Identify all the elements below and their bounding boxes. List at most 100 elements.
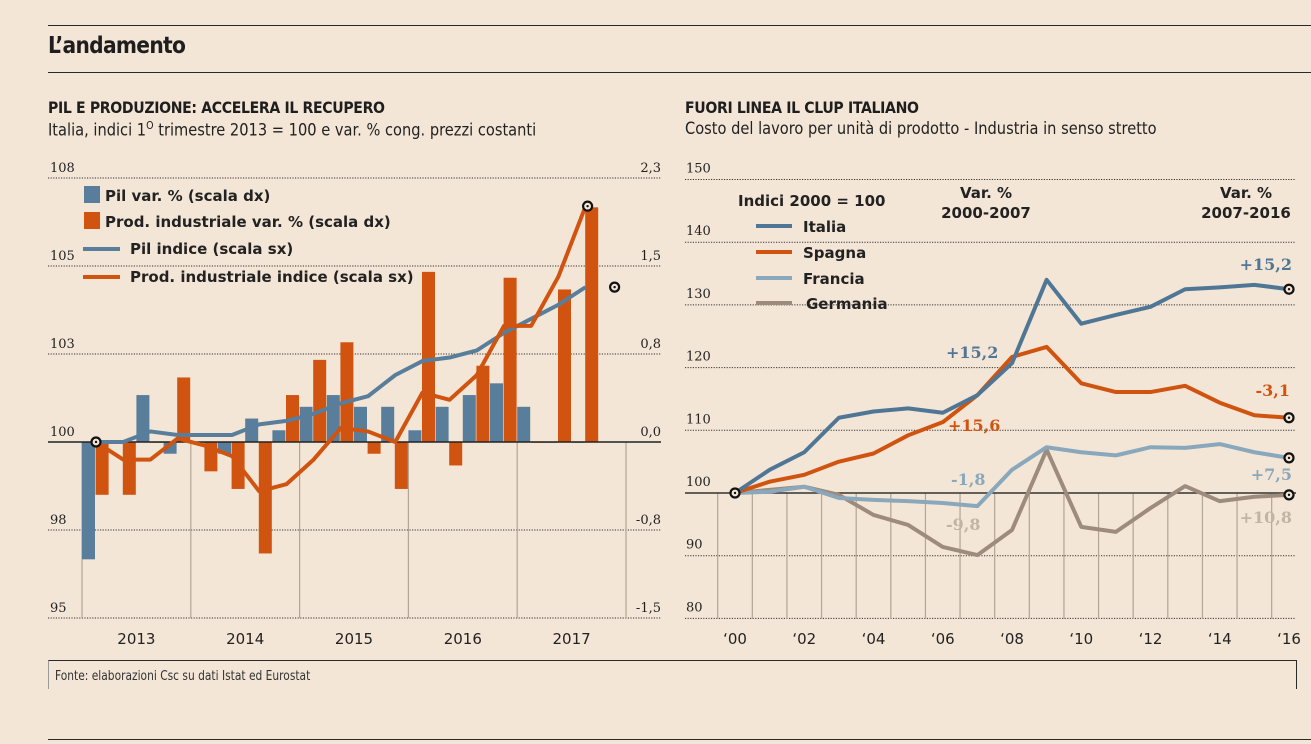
left-chart-subtitle: Italia, indici 1O trimestre 2013 = 100 e… bbox=[48, 119, 536, 141]
right-axis-tick: 2,3 bbox=[640, 161, 661, 176]
prod-var-bar bbox=[394, 442, 408, 489]
series-line-italia bbox=[733, 277, 1290, 495]
pil-var-bar bbox=[82, 442, 95, 560]
annotation-2000-2007-italia: +15,2 bbox=[946, 343, 998, 362]
header-var-2000-2007-line1: Var. % bbox=[960, 184, 1012, 202]
pil-var-bar bbox=[381, 406, 395, 442]
pil-var-bar bbox=[218, 442, 231, 454]
annotation-2007-2016-germania: +10,8 bbox=[1240, 508, 1292, 527]
end-marker-francia-dot bbox=[1287, 456, 1291, 460]
legend-label-francia: Francia bbox=[803, 270, 865, 288]
prod-var-bar bbox=[122, 442, 136, 495]
right-chart-y-tick: 90 bbox=[686, 538, 703, 553]
legend-title: Indici 2000 = 100 bbox=[738, 192, 885, 210]
right-chart-y-tick: 100 bbox=[686, 475, 711, 490]
right-axis-tick: -1,5 bbox=[636, 601, 661, 616]
pil-var-bar bbox=[299, 406, 313, 442]
annotation-2007-2016-spagna: -3,1 bbox=[1256, 381, 1290, 400]
right-x-axis-label: ‘12 bbox=[1139, 630, 1163, 648]
pil-index-line bbox=[96, 285, 587, 444]
end-marker-italia-dot bbox=[1287, 288, 1291, 291]
annotation-2000-2007-germania: -9,8 bbox=[946, 515, 980, 534]
legend-prod-index-label: Prod. industriale indice (scala sx) bbox=[130, 268, 414, 286]
left-axis-tick: 98 bbox=[50, 513, 67, 528]
page-title: L’andamento bbox=[48, 33, 186, 59]
prod-var-bar bbox=[258, 442, 272, 554]
right-axis-tick: 1,5 bbox=[640, 249, 661, 264]
right-axis-tick: -0,8 bbox=[636, 513, 661, 528]
left-start-marker-dot bbox=[94, 440, 98, 444]
prod-var-bar bbox=[449, 442, 463, 466]
pil-var-bar bbox=[517, 406, 531, 442]
prod-index-line bbox=[94, 205, 588, 494]
legend-prod-var-label: Prod. industriale var. % (scala dx) bbox=[105, 213, 391, 231]
pil-var-bar bbox=[462, 395, 476, 442]
header-var-2007-2016-line1: Var. % bbox=[1220, 184, 1272, 202]
x-axis-year-label: 2015 bbox=[335, 630, 373, 648]
right-axis-tick: 0,8 bbox=[640, 337, 661, 352]
right-x-axis-label: ‘16 bbox=[1277, 630, 1301, 648]
prod-var-bar bbox=[558, 289, 571, 442]
pil-var-bar bbox=[435, 406, 449, 442]
left-subtitle-sup: O bbox=[146, 119, 154, 132]
pil-var-bar bbox=[163, 442, 177, 454]
pil-var-bar bbox=[408, 430, 422, 442]
pil-end-marker-dot bbox=[613, 285, 616, 289]
right-chart-y-tick: 150 bbox=[686, 162, 711, 177]
prod-end-marker-dot bbox=[586, 204, 589, 208]
right-axis-tick: 0,0 bbox=[640, 425, 661, 440]
right-chart: 150 140 130 120 110 100 90 80 ‘00 ‘02 ‘04 ‘06 ‘08 ‘10… bbox=[685, 162, 1301, 648]
footer-box bbox=[48, 660, 1297, 689]
right-x-axis-label: ‘06 bbox=[931, 630, 955, 648]
x-axis-year-label: 2014 bbox=[226, 630, 264, 648]
right-chart-y-tick: 120 bbox=[686, 350, 711, 365]
annotation-2000-2007-spagna: +15,6 bbox=[948, 416, 1000, 435]
legend-label-spagna: Spagna bbox=[803, 244, 866, 262]
title-rule bbox=[48, 72, 1311, 73]
annotation-2007-2016-francia: +7,5 bbox=[1251, 465, 1292, 484]
series-line-germania bbox=[734, 447, 1290, 558]
prod-var-bar bbox=[503, 277, 517, 442]
right-x-axis-label: ‘02 bbox=[792, 630, 816, 648]
series-line-francia bbox=[734, 442, 1290, 509]
right-x-axis-label: ‘00 bbox=[723, 630, 747, 648]
header-var-2000-2007-line2: 2000-2007 bbox=[941, 204, 1031, 222]
left-subtitle-post: trimestre 2013 = 100 e var. % cong. prez… bbox=[153, 120, 537, 141]
right-chart-y-tick: 140 bbox=[686, 224, 711, 239]
top-rule bbox=[48, 25, 1311, 26]
series-line-spagna bbox=[734, 344, 1290, 495]
prod-var-bar bbox=[177, 377, 191, 442]
legend-pil-var-swatch bbox=[84, 186, 100, 203]
x-axis-year-label: 2016 bbox=[444, 630, 482, 648]
legend-prod-var-swatch bbox=[84, 212, 100, 229]
left-axis-tick: 105 bbox=[50, 249, 75, 264]
legend-pil-index-label: Pil indice (scala sx) bbox=[130, 240, 293, 258]
left-axis-tick: 103 bbox=[50, 337, 75, 352]
legend-label-germania: Germania bbox=[806, 295, 888, 313]
prod-var-bar bbox=[95, 442, 109, 495]
right-chart-subtitle: Costo del lavoro per unità di prodotto -… bbox=[685, 119, 1157, 139]
annotation-2000-2007-francia: -1,8 bbox=[951, 470, 985, 489]
prod-var-bar bbox=[313, 359, 327, 442]
prod-var-bar bbox=[367, 442, 381, 454]
right-x-axis-label: ‘14 bbox=[1208, 630, 1232, 648]
end-marker-spagna-dot bbox=[1287, 416, 1291, 419]
annotation-2007-2016-italia: +15,2 bbox=[1240, 255, 1292, 274]
left-chart-title: PIL E PRODUZIONE: ACCELERA IL RECUPERO bbox=[48, 98, 385, 117]
right-x-axis-label: ‘08 bbox=[1000, 630, 1024, 648]
x-axis-year-label: 2013 bbox=[117, 630, 155, 648]
right-chart-y-tick: 130 bbox=[686, 287, 711, 302]
left-axis-tick: 108 bbox=[50, 161, 75, 176]
end-marker-germania-dot bbox=[1287, 493, 1291, 497]
legend-pil-var-label: Pil var. % (scala dx) bbox=[105, 187, 270, 205]
source-note: Fonte: elaborazioni Csc su dati Istat ed… bbox=[55, 669, 311, 684]
right-x-axis-label: ‘04 bbox=[862, 630, 886, 648]
header-var-2007-2016-line2: 2007-2016 bbox=[1201, 204, 1291, 222]
prod-var-bar bbox=[340, 342, 354, 442]
left-subtitle-pre: Italia, indici 1 bbox=[48, 120, 147, 141]
prod-var-bar bbox=[476, 365, 490, 442]
prod-var-bar bbox=[422, 271, 435, 442]
right-chart-y-tick: 110 bbox=[686, 412, 711, 427]
x-axis-year-label: 2017 bbox=[553, 630, 591, 648]
